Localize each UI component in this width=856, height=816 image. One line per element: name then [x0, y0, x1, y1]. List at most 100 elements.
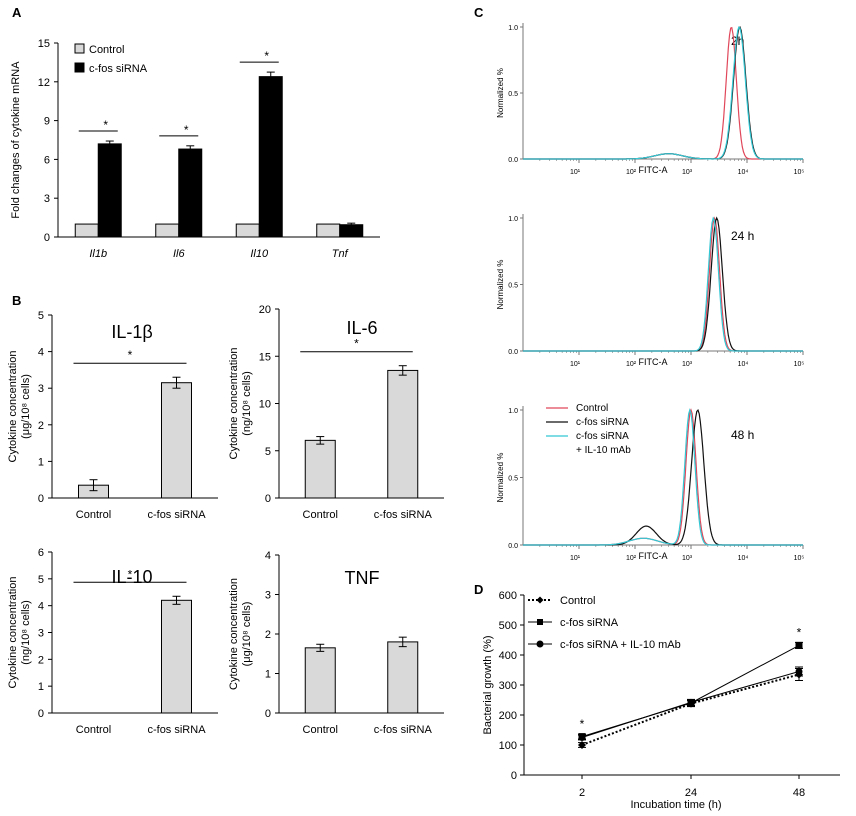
d-significance-star: * — [580, 717, 585, 731]
a-y-tick-label: 12 — [38, 77, 50, 89]
a-legend-swatch — [74, 62, 85, 73]
a-error-bar — [347, 222, 356, 227]
B2-y-axis-title-line2: (ng/10⁸ cells) — [241, 371, 253, 436]
a-y-tick-label: 0 — [44, 232, 50, 244]
B2-error-bar — [316, 436, 325, 445]
C2-histogram-line — [523, 216, 803, 352]
B1-x-tick-label: Control — [76, 509, 111, 521]
d-significance-star: * — [797, 625, 802, 639]
B4-bar — [304, 647, 336, 714]
C3-histogram-line — [523, 408, 803, 546]
B2-y-tick-label: 5 — [265, 446, 271, 458]
a-x-tick-label: Il1b — [89, 248, 107, 260]
C1-x-tick-label: 10⁴ — [738, 169, 749, 176]
a-y-tick-label: 3 — [44, 193, 50, 205]
d-marker-square — [795, 641, 803, 649]
panel-b-il6-chart: 0 5 10 15 20 IL-6 Cytokine concentration (ng/10… — [228, 304, 444, 521]
C2-time-label: 24 h — [731, 229, 754, 243]
C1-x-tick-label: 10² — [626, 169, 637, 176]
B1-y-tick-label: 3 — [38, 383, 44, 395]
B4-x-tick-label: c-fos siRNA — [374, 724, 433, 736]
C2-y-tick-label: 1.0 — [508, 216, 518, 223]
B4-bar — [387, 641, 419, 714]
a-error-bar — [186, 145, 195, 153]
C1-y-axis-title: Normalized % — [496, 68, 505, 118]
C1-y-tick-label: 0.0 — [508, 157, 518, 164]
d-y-tick-label: 100 — [499, 740, 517, 752]
panel-label-d: D — [474, 582, 483, 597]
d-y-tick-label: 500 — [499, 620, 517, 632]
C3-y-axis-title: Normalized % — [496, 453, 505, 503]
B4-y-axis-title-line1: Cytokine concentration — [228, 578, 240, 690]
B4-y-tick-label: 2 — [265, 629, 271, 641]
B1-y-tick-label: 1 — [38, 456, 44, 468]
B3-x-tick-label: c-fos siRNA — [147, 724, 206, 736]
panel-label-b: B — [12, 293, 21, 308]
a-legend-label: Control — [89, 44, 124, 56]
d-legend-marker — [536, 640, 544, 648]
a-error-bar — [105, 140, 114, 148]
C1-x-tick-label: 10⁵ — [794, 169, 805, 176]
B2-title: IL-6 — [346, 318, 377, 338]
B4-error-bar — [316, 643, 325, 652]
B2-x-tick-label: Control — [303, 509, 338, 521]
B2-y-axis-title-line1: Cytokine concentration — [228, 348, 240, 460]
C2-x-tick-label: 10¹ — [570, 361, 581, 368]
B3-y-tick-label: 1 — [38, 681, 44, 693]
B4-y-tick-label: 4 — [265, 550, 271, 562]
C3-y-tick-label: 1.0 — [508, 408, 518, 415]
a-y-tick-label: 9 — [44, 116, 50, 128]
C1-x-axis-title: FITC-A — [639, 165, 668, 175]
d-y-tick-label: 200 — [499, 710, 517, 722]
B1-bar — [161, 382, 192, 499]
panel-label-c: C — [474, 5, 484, 20]
panel-c-24h-histogram: 0.0 0.5 1.0 10¹ 10² 10³ 10⁴ 10⁵ FITC-A Normalized… — [496, 214, 804, 368]
B4-error-bar — [398, 636, 407, 648]
C3-legend-label: + IL-10 mAb — [576, 445, 631, 456]
B1-title: IL-1β — [111, 322, 152, 342]
C3-x-tick-label: 10¹ — [570, 555, 581, 562]
B3-y-tick-label: 2 — [38, 654, 44, 666]
d-legend-label: c-fos siRNA + IL-10 mAb — [560, 639, 681, 651]
a-significance-star: * — [264, 49, 269, 63]
B1-y-tick-label: 0 — [38, 493, 44, 505]
C1-histogram-line — [523, 25, 803, 160]
C1-y-tick-label: 0.5 — [508, 91, 518, 98]
a-x-tick-label: Il6 — [173, 248, 186, 260]
d-legend-label: c-fos siRNA — [560, 617, 619, 629]
d-y-tick-label: 600 — [499, 590, 517, 602]
panel-d-chart: 0 100 200 300 400 500 600 2 24 48 Incubation time … — [482, 590, 840, 811]
a-y-tick-label: 6 — [44, 154, 50, 166]
C3-y-tick-label: 0.0 — [508, 543, 518, 550]
d-legend-label: Control — [560, 595, 595, 607]
a-legend-label: c-fos siRNA — [89, 63, 148, 75]
B2-y-tick-label: 10 — [259, 399, 271, 411]
d-y-tick-label: 400 — [499, 650, 517, 662]
B3-y-tick-label: 0 — [38, 708, 44, 720]
a-bar — [258, 76, 283, 238]
C3-x-tick-label: 10⁴ — [738, 555, 749, 562]
d-marker-circle — [578, 734, 586, 741]
B2-significance-star: * — [354, 337, 359, 351]
B1-y-tick-label: 4 — [38, 347, 44, 359]
a-legend-swatch — [74, 43, 85, 54]
B4-y-tick-label: 3 — [265, 590, 271, 602]
C2-x-tick-label: 10³ — [682, 361, 693, 368]
C3-x-tick-label: 10² — [626, 555, 637, 562]
B3-significance-star: * — [128, 567, 133, 581]
B2-y-tick-label: 15 — [259, 351, 271, 363]
C3-histogram-line — [523, 408, 803, 546]
B4-x-tick-label: Control — [303, 724, 338, 736]
d-y-tick-label: 0 — [511, 770, 517, 782]
C1-x-tick-label: 10³ — [682, 169, 693, 176]
a-y-tick-label: 15 — [38, 38, 50, 50]
C2-histogram-line — [523, 216, 803, 352]
C3-legend-label: c-fos siRNA — [576, 431, 629, 442]
panel-c-2h-histogram: 0.0 0.5 1.0 10¹ 10² 10³ 10⁴ 10⁵ FITC-A Normalized… — [496, 23, 804, 176]
a-y-axis-title: Fold changes of cytokine mRNA — [10, 61, 22, 219]
panel-a-chart: 0 3 6 9 12 15 Fold changes of cytokine mRNA Il1… — [10, 38, 380, 260]
d-x-tick-label: 48 — [793, 787, 805, 799]
C2-y-tick-label: 0.0 — [508, 349, 518, 356]
C1-y-tick-label: 1.0 — [508, 25, 518, 32]
a-bar — [97, 143, 122, 238]
